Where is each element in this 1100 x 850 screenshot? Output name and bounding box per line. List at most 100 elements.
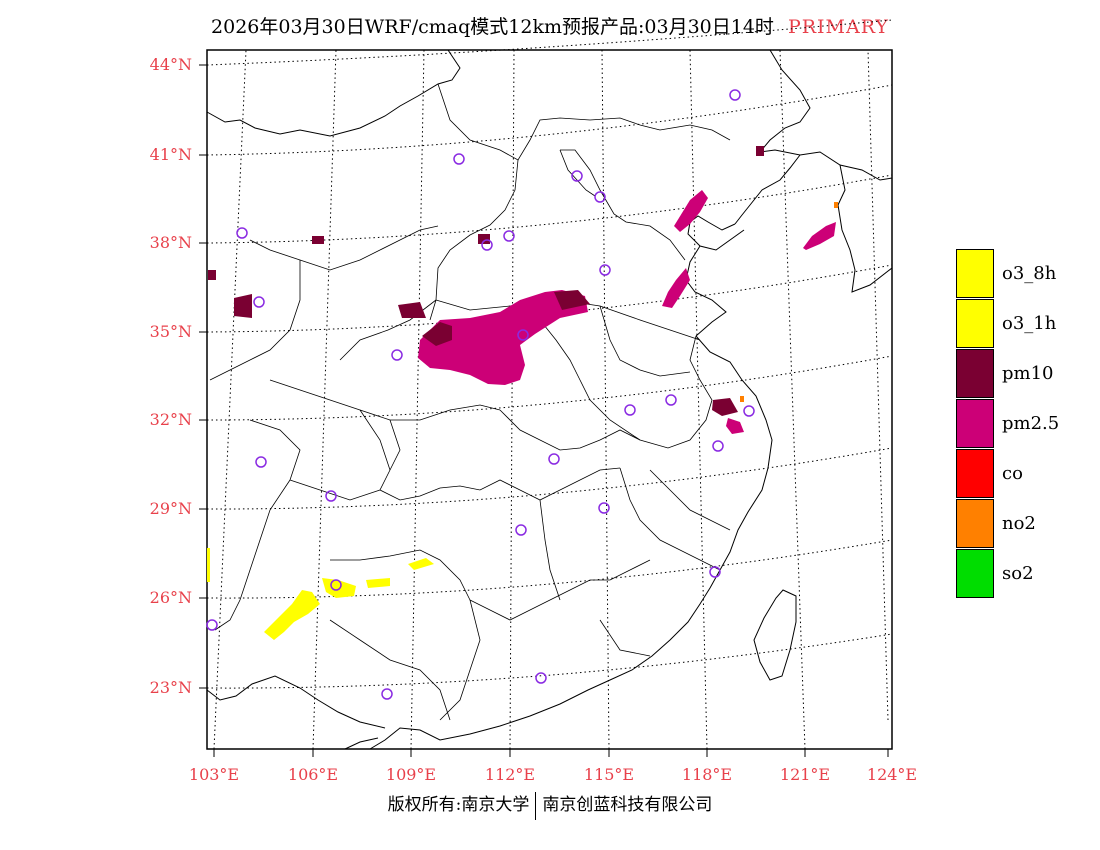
legend-label: so2 [1002,563,1034,584]
station-marker [598,502,610,514]
legend-label: pm2.5 [1002,413,1060,434]
lat-label-41: 41°N [149,145,192,164]
station-marker [743,405,755,417]
lat-gridline-23 [206,633,893,689]
bohai-coast [687,215,745,251]
pm10-north-2 [478,234,490,244]
station-marker [571,170,583,182]
legend-swatch [956,249,994,298]
lon-label-118: 118°E [681,765,733,784]
pm10-nw [756,146,764,156]
lat-gridline-44 [206,19,893,66]
pm25-northeast-strip [674,190,708,232]
pm10-areas [208,146,764,416]
legend-label: co [1002,463,1023,484]
station-marker [453,153,465,165]
east-coast [369,335,773,750]
legend-swatch [956,299,994,348]
pm10-east-hub [554,290,590,310]
chart-title: 2026年03月30日WRF/cmaq模式12km预报产品:03月30日14时 P… [0,12,1100,39]
station-marker [253,296,265,308]
station-marker [391,349,403,361]
lon-gridline-115 [601,49,610,750]
pm10-shanghai [712,398,738,416]
title-primary-tag: PRIMARY [787,16,889,38]
lon-label-112: 112°E [484,765,536,784]
legend-swatch [956,449,994,498]
lon-label-124: 124°E [866,765,918,784]
lon-gridline-112 [509,49,515,750]
map-frame [206,49,893,750]
lat-label-44: 44°N [149,55,192,74]
station-marker [599,264,611,276]
lat-label-29: 29°N [149,499,192,518]
station-markers [206,89,755,700]
lat-label-26: 26°N [149,588,192,607]
station-marker [517,329,529,341]
legend-label: o3_1h [1002,313,1057,334]
pm25-north-strip [662,268,690,308]
lat-gridline-38 [206,174,893,244]
pm10-upper-central [398,302,426,318]
lat-gridlines [206,19,893,689]
legend-swatch [956,349,994,398]
footer-separator [535,791,537,820]
o3-areas [207,548,434,640]
pm10-west-2 [208,270,216,280]
lon-label-109: 109°E [385,765,437,784]
station-marker [712,440,724,452]
hainan-shore [344,737,379,750]
lon-label-106: 106°E [287,765,339,784]
taiwan-outline [753,589,797,681]
station-marker [325,490,337,502]
legend-label: pm10 [1002,363,1054,384]
lon-label-103: 103°E [188,765,240,784]
pm25-areas [418,190,836,434]
pm25-east-spot [726,418,744,434]
o3-south-3 [408,558,434,570]
legend-swatch [956,499,994,548]
station-marker [330,579,342,591]
station-marker [548,453,560,465]
station-marker [236,227,248,239]
footer-left: 版权所有:南京大学 [387,795,530,815]
no2-areas [740,202,838,402]
axis-ticks [199,64,889,757]
legend-swatch [956,549,994,598]
coastline [206,49,893,750]
legend-label: no2 [1002,513,1036,534]
o3-southwest-blob [264,590,320,640]
lon-gridline-124 [867,49,889,721]
station-marker [709,566,721,578]
korea-outline [837,164,893,293]
station-marker [535,672,547,684]
footer-right: 南京创蓝科技有限公司 [542,795,713,815]
liaodong-coast [734,154,801,225]
province-borders [209,83,731,721]
copyright-footer: 版权所有:南京大学 南京创蓝科技有限公司 [0,790,1100,820]
station-marker [624,404,636,416]
lon-gridline-106 [312,49,337,750]
legend-label: o3_8h [1002,263,1057,284]
no2-east-spot [740,396,744,402]
vietnam-border [206,675,386,729]
lat-gridline-29 [206,447,893,510]
pm10-west-1 [234,294,252,318]
pm10-west-central [422,322,452,346]
legend-swatch [956,399,994,448]
lon-gridline-109 [410,49,425,750]
shandong-coast [685,245,727,337]
station-marker [255,456,267,468]
station-marker [594,191,606,203]
lat-gridline-32 [206,355,893,421]
station-marker [481,239,493,251]
pm25-central-plume [418,290,588,385]
lat-label-32: 32°N [149,410,192,429]
pollutant-areas [207,146,838,640]
lat-gridline-41 [206,84,893,156]
station-marker [665,394,677,406]
station-marker [381,688,393,700]
station-marker [206,619,218,631]
northern-border [206,49,461,137]
